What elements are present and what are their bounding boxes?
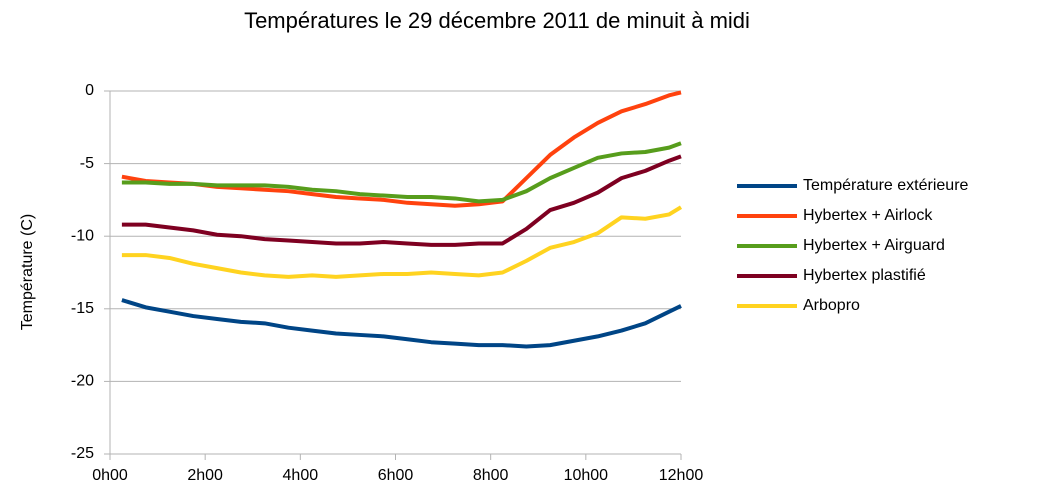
y-tick-label: -10 xyxy=(71,227,94,244)
x-tick-label: 0h00 xyxy=(92,467,128,484)
y-tick-label: -25 xyxy=(71,445,94,462)
x-tick-label: 6h00 xyxy=(378,467,414,484)
data-line xyxy=(121,90,682,208)
data-line xyxy=(121,298,682,349)
y-tick-label: -20 xyxy=(71,373,94,390)
legend-label: Hybertex plastifié xyxy=(803,267,926,284)
y-tick-label: -15 xyxy=(71,300,94,317)
y-tick-label: -5 xyxy=(80,155,94,172)
legend-label: Hybertex + Airguard xyxy=(803,237,945,254)
data-line xyxy=(121,205,683,279)
x-tick-label: 2h00 xyxy=(187,467,223,484)
x-tick-label: 8h00 xyxy=(473,467,509,484)
legend-label: Température extérieure xyxy=(803,177,969,194)
y-tick-label: 0 xyxy=(85,82,94,99)
legend-label: Arbopro xyxy=(803,297,860,314)
chart-title: Températures le 29 décembre 2011 de minu… xyxy=(244,8,750,33)
x-tick-label: 10h00 xyxy=(564,467,609,484)
legend-label: Hybertex + Airlock xyxy=(803,207,933,224)
y-axis-label: Température (C) xyxy=(19,214,36,330)
data-line xyxy=(121,141,682,204)
x-tick-label: 12h00 xyxy=(659,467,704,484)
x-tick-label: 4h00 xyxy=(283,467,319,484)
data-line xyxy=(121,154,682,247)
